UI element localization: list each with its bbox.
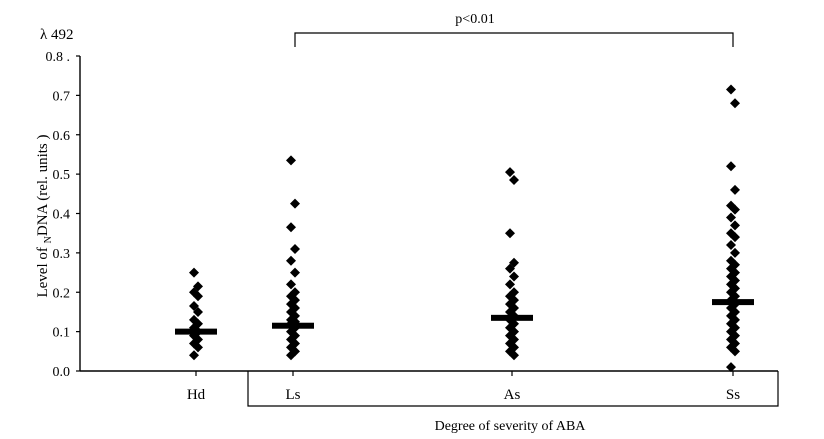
data-point — [730, 98, 740, 109]
y-tick-label: 0.1 — [53, 326, 71, 341]
data-point — [726, 84, 736, 95]
y-tick-label: 0.2 — [53, 286, 71, 301]
data-point — [505, 279, 515, 290]
data-point — [286, 279, 296, 290]
y-axis-label-sub: N — [43, 236, 54, 243]
data-point — [290, 267, 300, 278]
x-ticks: Hd Ls As Ss — [187, 371, 740, 403]
median-bar — [175, 328, 217, 335]
y-axis-label-suffix: DNA (rel. units ) — [35, 134, 51, 236]
data-point — [730, 204, 740, 215]
data-point — [509, 271, 519, 282]
data-point — [509, 175, 519, 186]
data-points — [189, 84, 740, 373]
x-tick-label: Ls — [286, 387, 301, 403]
median-bars — [175, 299, 754, 335]
data-point — [505, 167, 515, 178]
data-point — [193, 342, 203, 353]
data-point — [286, 222, 296, 233]
x-axis-label: Degree of severity of ABA — [435, 419, 587, 434]
y-tick-label: 0.4 — [53, 208, 71, 223]
y-ticks: 0.0 0.1 0.2 0.3 0.4 0.5 0.6 0.7 0.8 . — [46, 50, 80, 380]
data-point — [730, 220, 740, 231]
data-point — [726, 212, 736, 223]
data-point — [730, 247, 740, 258]
data-point — [189, 267, 199, 278]
y-tick-label: 0.5 — [53, 168, 71, 183]
data-point — [505, 228, 515, 239]
data-point — [286, 255, 296, 266]
data-point — [509, 350, 519, 361]
significance-bracket — [294, 32, 734, 47]
data-point — [726, 362, 736, 373]
data-point — [193, 306, 203, 317]
category-group-box — [247, 371, 779, 407]
y-tick-label: 0.6 — [53, 129, 71, 144]
data-point — [189, 350, 199, 361]
data-point — [505, 263, 515, 274]
corner-label: λ 492 — [40, 27, 74, 43]
data-point — [726, 240, 736, 250]
x-tick-label: As — [504, 387, 521, 403]
data-point — [286, 350, 296, 361]
data-point — [193, 291, 203, 302]
data-point — [290, 198, 300, 209]
y-axis-label: Level of NDNA (rel. units ) — [35, 134, 54, 297]
x-tick-label: Hd — [187, 387, 206, 403]
data-point — [286, 155, 296, 166]
median-bar — [491, 314, 533, 321]
y-axis-label-prefix: Level of — [35, 243, 51, 297]
x-tick-label: Ss — [726, 387, 740, 403]
data-point — [730, 346, 740, 357]
y-tick-label: 0.7 — [53, 89, 71, 104]
median-bar — [712, 299, 754, 306]
data-point — [730, 232, 740, 243]
data-point — [290, 243, 300, 254]
y-tick-label: 0.8 . — [46, 50, 71, 65]
data-point — [730, 184, 740, 195]
median-bar — [272, 322, 314, 329]
significance-label: p<0.01 — [455, 12, 494, 27]
data-point — [726, 161, 736, 172]
y-tick-label: 0.3 — [53, 247, 71, 262]
y-tick-label: 0.0 — [53, 365, 71, 380]
